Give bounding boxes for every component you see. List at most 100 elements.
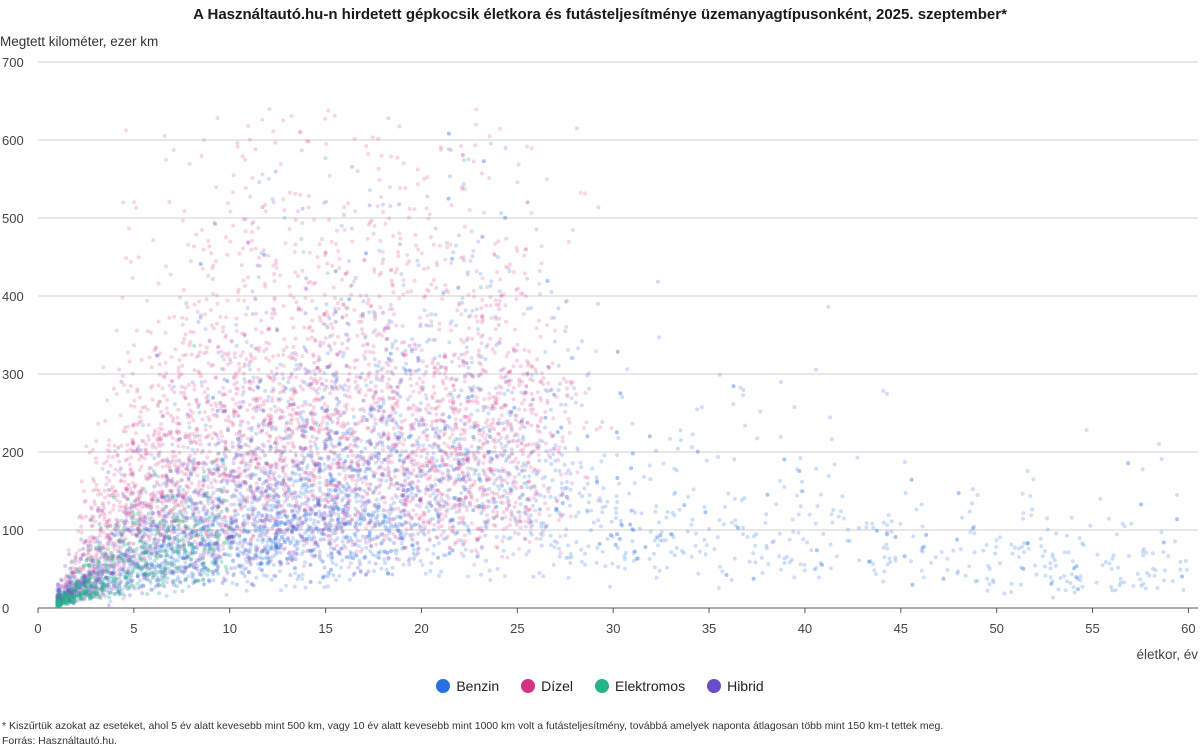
scatter-point-dizel: [400, 431, 405, 436]
scatter-point-benzin: [702, 537, 707, 542]
scatter-point-benzin: [364, 545, 369, 550]
scatter-point-benzin: [257, 180, 262, 185]
scatter-point-benzin: [797, 469, 802, 473]
scatter-point-benzin: [361, 501, 366, 506]
scatter-point-benzin: [389, 320, 394, 325]
scatter-point-benzin: [311, 548, 316, 553]
scatter-point-benzin: [1022, 541, 1027, 546]
scatter-point-dizel: [420, 430, 425, 435]
scatter-point-dizel: [296, 420, 301, 425]
scatter-point-dizel: [135, 389, 139, 394]
scatter-point-benzin: [352, 490, 357, 495]
scatter-point-dizel: [219, 349, 224, 354]
scatter-point-dizel: [377, 294, 382, 299]
scatter-point-benzin: [717, 372, 722, 377]
scatter-point-benzin: [475, 538, 480, 543]
scatter-point-benzin: [288, 387, 293, 392]
scatter-point-benzin: [975, 493, 980, 498]
scatter-point-dizel: [423, 491, 428, 496]
scatter-point-benzin: [192, 467, 197, 472]
scatter-point-dizel: [429, 483, 433, 488]
scatter-point-benzin: [544, 449, 549, 454]
scatter-point-benzin: [437, 354, 442, 358]
scatter-point-benzin: [169, 555, 174, 560]
scatter-point-benzin: [566, 543, 570, 548]
scatter-point-benzin: [349, 551, 354, 556]
scatter-point-benzin: [459, 388, 464, 393]
scatter-point-dizel: [137, 395, 142, 400]
scatter-point-benzin: [198, 313, 203, 318]
scatter-point-benzin: [123, 528, 128, 533]
scatter-point-benzin: [435, 493, 439, 498]
scatter-point-dizel: [528, 465, 533, 469]
scatter-point-benzin: [517, 472, 522, 477]
scatter-point-benzin: [258, 527, 263, 532]
scatter-point-benzin: [702, 505, 707, 510]
scatter-point-benzin: [654, 504, 659, 509]
scatter-point-benzin: [328, 529, 333, 533]
scatter-point-benzin: [386, 520, 391, 525]
scatter-point-benzin: [832, 462, 837, 467]
scatter-point-benzin: [1180, 574, 1184, 579]
scatter-point-benzin: [887, 556, 892, 561]
scatter-point-dizel: [272, 297, 277, 302]
scatter-point-benzin: [164, 530, 169, 535]
scatter-point-benzin: [249, 428, 254, 433]
scatter-point-benzin: [337, 574, 342, 578]
scatter-point-benzin: [629, 466, 634, 471]
scatter-point-benzin: [432, 543, 437, 548]
scatter-point-benzin: [264, 310, 269, 315]
scatter-point-dizel: [245, 408, 250, 413]
scatter-point-dizel: [418, 315, 423, 320]
scatter-point-benzin: [454, 531, 459, 536]
scatter-point-benzin: [184, 301, 189, 306]
scatter-point-benzin: [155, 576, 160, 580]
scatter-point-benzin: [243, 547, 248, 552]
scatter-point-dizel: [260, 172, 265, 177]
scatter-point-benzin: [839, 509, 843, 514]
scatter-point-benzin: [187, 425, 192, 430]
scatter-point-benzin: [304, 429, 308, 434]
scatter-point-dizel: [273, 140, 278, 145]
scatter-point-benzin: [1038, 536, 1043, 541]
scatter-point-dizel: [347, 498, 352, 503]
scatter-point-benzin: [392, 500, 396, 505]
scatter-point-benzin: [1074, 575, 1079, 580]
scatter-point-benzin: [499, 211, 504, 216]
scatter-point-benzin: [381, 202, 385, 207]
scatter-point-benzin: [792, 405, 797, 410]
scatter-point-benzin: [163, 547, 168, 552]
scatter-point-dizel: [436, 361, 440, 366]
scatter-point-benzin: [124, 558, 129, 563]
scatter-point-dizel: [113, 467, 118, 472]
scatter-point-benzin: [466, 365, 471, 370]
scatter-point-dizel: [548, 431, 553, 436]
scatter-point-dizel: [493, 241, 498, 246]
scatter-point-benzin: [778, 434, 783, 439]
scatter-point-benzin: [268, 546, 273, 551]
scatter-point-dizel: [269, 369, 274, 374]
scatter-point-dizel: [432, 523, 437, 527]
scatter-point-benzin: [893, 535, 898, 539]
scatter-point-benzin: [431, 551, 436, 556]
scatter-point-benzin: [568, 471, 573, 476]
scatter-point-benzin: [383, 514, 388, 519]
scatter-point-benzin: [293, 471, 298, 476]
scatter-point-dizel: [487, 499, 492, 504]
scatter-point-dizel: [322, 510, 327, 515]
scatter-point-benzin: [109, 576, 114, 581]
scatter-point-benzin: [446, 196, 451, 201]
scatter-point-dizel: [385, 509, 390, 513]
scatter-point-benzin: [534, 227, 539, 232]
scatter-point-dizel: [545, 506, 550, 511]
scatter-point-benzin: [292, 513, 297, 518]
scatter-point-benzin: [874, 528, 879, 533]
scatter-point-benzin: [527, 549, 531, 553]
scatter-point-benzin: [256, 511, 261, 516]
scatter-point-dizel: [456, 356, 461, 361]
scatter-point-benzin: [1056, 587, 1061, 592]
scatter-point-benzin: [384, 478, 389, 483]
scatter-point-benzin: [285, 514, 289, 519]
scatter-point-dizel: [511, 386, 516, 390]
scatter-point-benzin: [871, 525, 876, 530]
